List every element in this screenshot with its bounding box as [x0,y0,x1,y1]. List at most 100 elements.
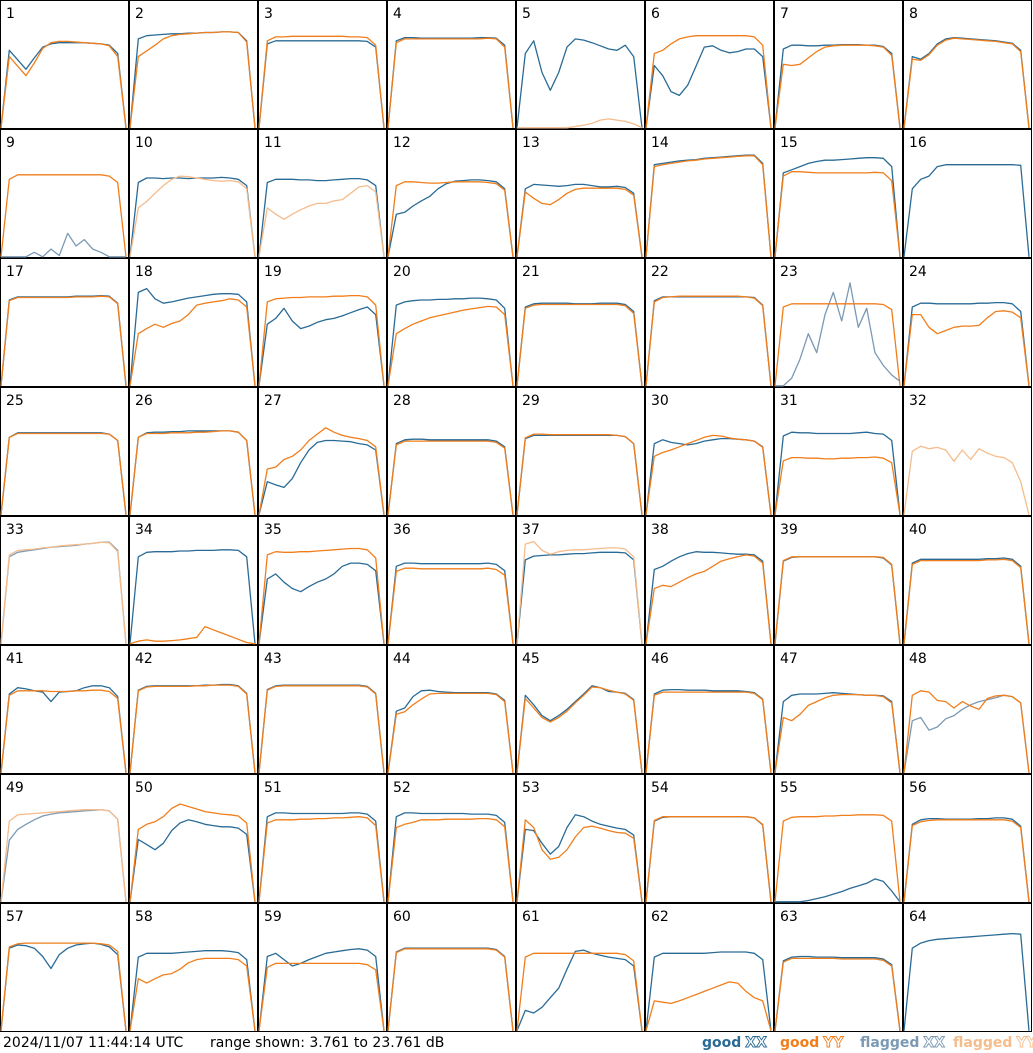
panel-frame [903,774,1032,903]
legend-entry: good YY [780,1035,844,1051]
panel-title: 53 [522,780,540,796]
spectrum-line [258,40,385,128]
panel-title: 56 [909,780,927,796]
spectrum-line [903,819,1030,902]
panel: 32 [903,387,1032,516]
spectrum-line [387,438,514,515]
panel-title: 26 [135,393,153,409]
panel-title: 25 [6,393,24,409]
panel-title: 35 [264,522,282,538]
panel: 6 [645,0,774,129]
panel-frame [129,903,258,1032]
panel: 36 [387,516,516,645]
spectrum-line [129,803,256,902]
panel: 58 [129,903,258,1032]
panel-frame [645,516,774,645]
panel-frame [903,903,1032,1032]
panel: 53 [516,774,645,903]
panel: 4 [387,0,516,129]
panel-title: 6 [651,6,660,22]
spectrum-line [387,948,514,1031]
panel: 12 [387,129,516,258]
panel-title: 29 [522,393,540,409]
panel-frame [903,258,1032,387]
panel: 13 [516,129,645,258]
spectrum-line [774,814,901,902]
panel-title: 19 [264,264,282,280]
panel-frame [258,645,387,774]
spectrum-line [516,433,643,515]
panel-title: 14 [651,135,669,151]
panel-frame [258,903,387,1032]
spectrum-line [0,541,127,644]
panel: 51 [258,774,387,903]
panel-title: 7 [780,6,789,22]
panel-frame [258,387,387,516]
spectrum-line [0,295,127,386]
panel-title: 49 [6,780,24,796]
panel: 34 [129,516,258,645]
panel-frame [0,0,129,129]
panel-title: 32 [909,393,927,409]
panel: 18 [129,258,258,387]
panel-title: 27 [264,393,282,409]
panel-frame [129,129,258,258]
panel-frame [258,129,387,258]
panel: 26 [129,387,258,516]
panel: 44 [387,645,516,774]
panel: 20 [387,258,516,387]
panel-title: 24 [909,264,927,280]
spectrum-line [645,35,772,128]
spectrum-line [516,952,643,1031]
spectrum-line [903,690,1030,773]
panel-frame [129,387,258,516]
panel-title: 30 [651,393,669,409]
spectrum-line [645,551,772,644]
spectrum-line [258,816,385,902]
panel: 59 [258,903,387,1032]
panel-title: 17 [6,264,24,280]
spectrum-line [645,981,772,1031]
panel-title: 47 [780,651,798,667]
spectrum-line [387,440,514,515]
panel: 21 [516,258,645,387]
spectrum-line [774,44,901,128]
spectrum-line [774,456,901,515]
panel: 43 [258,645,387,774]
panel-frame [0,516,129,645]
spectrum-line [903,164,1030,257]
spectrum-line [774,955,901,1031]
panel-frame [774,258,903,387]
legend-pol: YY [1015,1035,1033,1051]
spectrum-line [387,692,514,773]
legend-entry: flagged XX [860,1035,945,1051]
spectrum-line [129,957,256,1031]
spectrum-line [258,35,385,128]
spectrum-line [645,295,772,386]
spectrum-line [516,302,643,386]
panel: 64 [903,903,1032,1032]
panel: 42 [129,645,258,774]
spectrum-line [0,942,127,1031]
panel: 30 [645,387,774,516]
panel-title: 34 [135,522,153,538]
panel-frame [645,129,774,258]
panel-frame [774,387,903,516]
panel-title: 58 [135,909,153,925]
panel: 10 [129,129,258,258]
panel: 19 [258,258,387,387]
panel: 15 [774,129,903,258]
panel-frame [387,129,516,258]
spectrum-line [516,949,643,1032]
panel-title: 41 [6,651,24,667]
spectrum-line [0,809,127,902]
panel: 40 [903,516,1032,645]
panel: 29 [516,387,645,516]
panel: 11 [258,129,387,258]
legend: good XX good YY flagged XX flagged YY [702,1035,1033,1052]
panel-frame [516,516,645,645]
panel-title: 33 [6,522,24,538]
panel-title: 2 [135,6,144,22]
legend-pol: YY [822,1035,844,1051]
legend-status: flagged [860,1035,919,1051]
